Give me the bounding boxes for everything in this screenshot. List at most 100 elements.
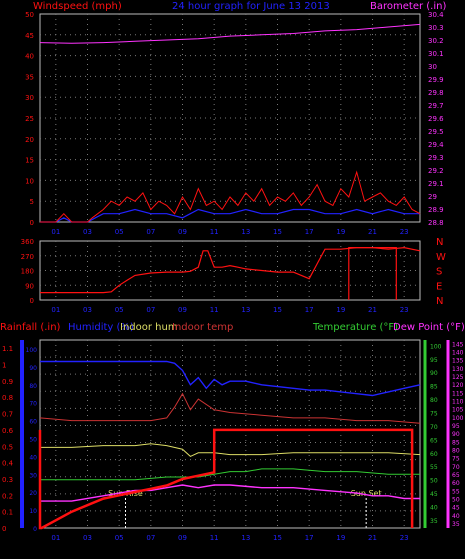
x-tick-label: 13 bbox=[241, 228, 250, 236]
rainfall-y-tick-label: 0.7 bbox=[2, 411, 13, 419]
x-tick-label: 09 bbox=[178, 306, 187, 314]
wind-y-tick-label: 35 bbox=[25, 73, 34, 81]
legend-indoor-hum: Indoor hum bbox=[120, 322, 178, 333]
compass-label: E bbox=[436, 281, 442, 292]
barometer-y-tick-label: 30.4 bbox=[428, 11, 444, 19]
wind-gust-line bbox=[40, 170, 421, 223]
dew-point-y-tick-label: 40 bbox=[452, 513, 460, 520]
legend-dew-point: Dew Point (°F) bbox=[393, 322, 465, 333]
x-tick-label: 21 bbox=[368, 228, 377, 236]
barometer-y-tick-label: 28.9 bbox=[428, 206, 444, 214]
temperature-y-tick-label: 100 bbox=[430, 343, 442, 350]
x-tick-label: 07 bbox=[146, 534, 155, 542]
dew-point-y-tick-label: 120 bbox=[452, 382, 464, 389]
humidity-line bbox=[40, 360, 421, 397]
humidity-y-tick-label: 50 bbox=[29, 436, 37, 443]
dew-point-y-tick-label: 95 bbox=[452, 423, 460, 430]
temperature-y-tick-label: 75 bbox=[430, 411, 438, 418]
barometer-y-tick-label: 28.8 bbox=[428, 219, 444, 227]
dew-point-y-tick-label: 75 bbox=[452, 456, 460, 463]
x-tick-label: 07 bbox=[146, 228, 155, 236]
x-tick-label: 09 bbox=[178, 534, 187, 542]
plot-frame bbox=[39, 339, 421, 529]
direction-y-tick-label: 180 bbox=[21, 268, 34, 276]
direction-y-tick-label: 360 bbox=[21, 238, 34, 246]
rainfall-y-tick-label: 1.1 bbox=[2, 345, 13, 353]
compass-label: S bbox=[436, 267, 442, 278]
x-tick-label: 21 bbox=[368, 534, 377, 542]
compass-label: N bbox=[436, 296, 443, 307]
wind-y-tick-label: 15 bbox=[25, 157, 34, 165]
dew-point-y-tick-label: 35 bbox=[452, 521, 460, 528]
dew-point-y-tick-label: 115 bbox=[452, 390, 464, 397]
x-tick-label: 03 bbox=[83, 534, 92, 542]
temperature-y-tick-label: 55 bbox=[430, 464, 438, 471]
barometer-y-tick-label: 30.3 bbox=[428, 24, 444, 32]
temperature-y-tick-label: 70 bbox=[430, 424, 438, 431]
indoor-hum-line bbox=[40, 443, 421, 457]
windspeed-panel: 0510152025303540455028.828.92929.129.229… bbox=[25, 11, 444, 236]
x-tick-label: 11 bbox=[210, 228, 219, 236]
x-tick-label: 05 bbox=[115, 228, 124, 236]
x-tick-label: 19 bbox=[336, 228, 345, 236]
dew-point-y-tick-label: 140 bbox=[452, 349, 464, 356]
temperature-y-tick-label: 50 bbox=[430, 478, 438, 485]
direction-y-tick-label: 0 bbox=[30, 297, 34, 305]
dew-point-y-tick-label: 90 bbox=[452, 431, 460, 438]
x-tick-label: 19 bbox=[336, 306, 345, 314]
barometer-y-tick-label: 29.7 bbox=[428, 102, 444, 110]
x-tick-label: 23 bbox=[400, 306, 409, 314]
barometer-y-tick-label: 29.4 bbox=[428, 141, 444, 149]
rainfall-y-tick-label: 0.6 bbox=[2, 427, 14, 435]
legend-temperature: Temperature (°F) bbox=[312, 322, 398, 333]
temp-humidity-panel: 00.10.20.30.40.50.60.70.80.911.101020304… bbox=[2, 339, 464, 542]
wind-y-tick-label: 10 bbox=[25, 177, 34, 185]
temperature-line bbox=[40, 468, 420, 481]
humidity-y-tick-label: 60 bbox=[29, 419, 37, 426]
x-tick-label: 23 bbox=[400, 534, 409, 542]
rainfall-y-tick-label: 0.3 bbox=[2, 476, 13, 484]
humidity-y-tick-label: 90 bbox=[29, 365, 37, 372]
temperature-y-tick-label: 80 bbox=[430, 397, 438, 404]
dew-point-y-tick-label: 100 bbox=[452, 415, 464, 422]
rainfall-y-tick-label: 0.2 bbox=[2, 492, 13, 500]
barometer-line bbox=[39, 23, 421, 44]
windspeed-axis-label: Windspeed (mph) bbox=[33, 1, 122, 12]
humidity-y-tick-label: 30 bbox=[29, 472, 37, 479]
temperature-y-tick-label: 45 bbox=[430, 491, 438, 498]
wind-direction-line bbox=[40, 246, 421, 294]
wind-y-tick-label: 30 bbox=[25, 94, 34, 102]
x-tick-label: 13 bbox=[241, 306, 250, 314]
temperature-y-tick-label: 85 bbox=[430, 384, 438, 391]
wind-avg-line bbox=[40, 208, 420, 223]
chart-title: 24 hour graph for June 13 2013 bbox=[172, 1, 330, 12]
rainfall-y-tick-label: 0.4 bbox=[2, 460, 14, 468]
rainfall-line bbox=[38, 428, 414, 530]
x-tick-label: 17 bbox=[305, 306, 314, 314]
dew-point-y-tick-label: 135 bbox=[452, 358, 464, 365]
x-tick-label: 01 bbox=[51, 228, 60, 236]
temperature-y-tick-label: 40 bbox=[430, 505, 438, 512]
rainfall-y-tick-label: 0.8 bbox=[2, 394, 13, 402]
sun-marker-label: Sun Set bbox=[351, 489, 382, 498]
x-tick-label: 01 bbox=[51, 534, 60, 542]
dew-point-y-tick-label: 145 bbox=[452, 341, 464, 348]
dew-point-y-tick-label: 105 bbox=[452, 407, 464, 414]
humidity-y-tick-label: 20 bbox=[29, 490, 37, 497]
x-tick-label: 17 bbox=[305, 228, 314, 236]
dew-point-y-tick-label: 110 bbox=[452, 398, 464, 405]
barometer-axis-label: Barometer (.in) bbox=[370, 1, 446, 12]
dew-point-y-tick-label: 70 bbox=[452, 464, 460, 471]
x-tick-label: 11 bbox=[210, 534, 219, 542]
x-tick-label: 21 bbox=[368, 306, 377, 314]
humidity-y-tick-label: 0 bbox=[33, 526, 37, 533]
barometer-y-tick-label: 29.3 bbox=[428, 154, 444, 162]
x-tick-label: 05 bbox=[115, 534, 124, 542]
dew-point-y-tick-label: 80 bbox=[452, 448, 460, 455]
wind-y-tick-label: 25 bbox=[25, 115, 34, 123]
wind-y-tick-label: 45 bbox=[25, 32, 34, 40]
x-tick-label: 17 bbox=[305, 534, 314, 542]
x-tick-label: 23 bbox=[400, 228, 409, 236]
